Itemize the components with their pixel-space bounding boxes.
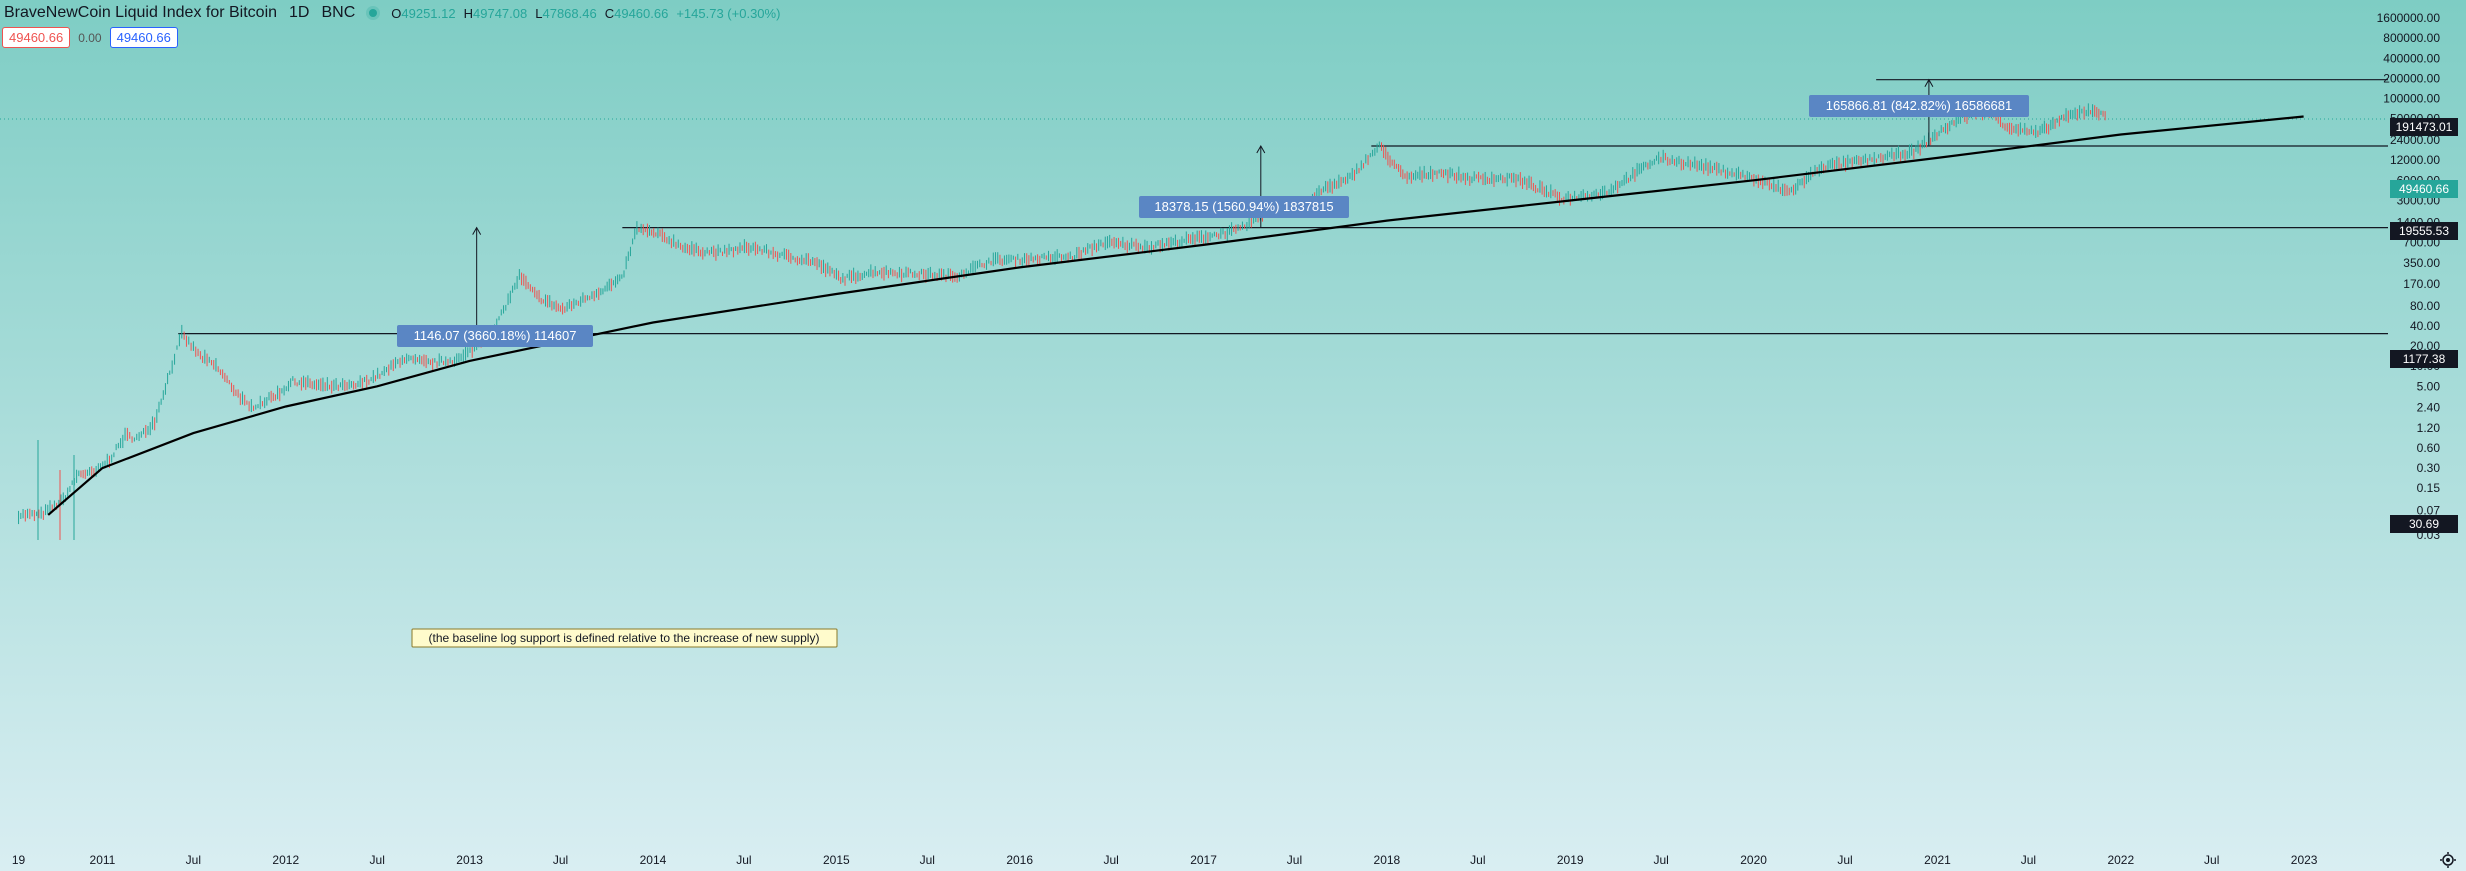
measure-arrowhead-1 (472, 226, 482, 235)
price-scale-label: 100000.00 (2383, 92, 2440, 106)
time-scale-label: 2021 (1924, 853, 1951, 867)
time-scale-label: Jul (1103, 853, 1118, 867)
measure-label-3[interactable]: 165866.81 (842.82%) 16586681 (1809, 95, 2029, 117)
note-label[interactable]: (the baseline log support is defined rel… (411, 628, 838, 648)
price-scale-label: 170.00 (2403, 277, 2440, 291)
price-tag-1177: 1177.38 (2390, 350, 2458, 368)
price-scale-label: 40.00 (2410, 319, 2440, 333)
gear-icon[interactable] (2440, 852, 2456, 868)
open-value: 49251.12 (401, 5, 456, 21)
close-value: 49460.66 (614, 5, 669, 21)
high-label: H (463, 5, 474, 21)
time-scale-label: Jul (370, 853, 385, 867)
price-tag-last: 49460.66 (2390, 180, 2458, 198)
high-value: 49747.08 (473, 5, 528, 21)
close-label: C (604, 5, 615, 21)
price-tag-1177-text: 1177.38 (2403, 352, 2446, 366)
price-tag-191473-text: 191473.01 (2396, 120, 2453, 134)
buy-button[interactable]: 49460.66 (109, 27, 178, 48)
time-scale-label: Jul (1837, 853, 1852, 867)
spread-value: 0.00 (78, 30, 102, 45)
time-scale-label: Jul (1653, 853, 1668, 867)
price-scale-label: 1.20 (2417, 421, 2441, 435)
time-scale-label: Jul (1287, 853, 1302, 867)
open-label: O (391, 5, 402, 21)
time-scale-label: 2020 (1740, 853, 1767, 867)
note-label-text: (the baseline log support is defined rel… (429, 631, 820, 645)
time-scale-label: 2013 (456, 853, 483, 867)
price-tag-last-text: 49460.66 (2399, 182, 2449, 196)
sell-button[interactable]: 49460.66 (2, 27, 71, 48)
measure-label-1[interactable]: 1146.07 (3660.18%) 114607 (397, 325, 593, 347)
time-scale-label: 2015 (823, 853, 850, 867)
time-scale-label: Jul (2204, 853, 2219, 867)
low-label: L (535, 5, 543, 21)
price-scale-label: 5.00 (2417, 379, 2441, 393)
time-scale-label: 2019 (1557, 853, 1584, 867)
measure-arrowhead-2 (1256, 144, 1266, 154)
low-value: 47868.46 (542, 5, 597, 21)
price-scale-label: 0.60 (2417, 441, 2441, 455)
time-scale-label: Jul (736, 853, 751, 867)
time-scale-label: 2023 (2291, 853, 2318, 867)
price-tag-19555: 19555.53 (2390, 222, 2458, 240)
measure-label-1-text: 1146.07 (3660.18%) 114607 (414, 328, 577, 343)
price-scale-label: 20.00 (2410, 339, 2440, 353)
time-scale-label: 2012 (272, 853, 299, 867)
price-tag-30: 30.69 (2390, 515, 2458, 533)
price-scale-label: 0.30 (2417, 461, 2441, 475)
change-value: +145.73 (+0.30%) (676, 5, 781, 21)
interval-label[interactable]: 1D (289, 4, 310, 21)
price-scale-label: 0.15 (2417, 481, 2441, 495)
time-scale-label: 2011 (90, 853, 116, 867)
price-tag-30-text: 30.69 (2409, 517, 2439, 531)
time-scale-label: Jul (1470, 853, 1485, 867)
measure-arrowhead-3 (1924, 78, 1934, 87)
price-tag-191473: 191473.01 (2390, 118, 2458, 136)
time-scale-label: Jul (186, 853, 201, 867)
time-scale-label: Jul (553, 853, 568, 867)
ohlc-values: O49251.12 H49747.08 L47868.46 C49460.66 … (391, 6, 780, 21)
price-scale-label: 350.00 (2403, 256, 2440, 270)
time-scale-label: 19 (12, 853, 26, 867)
price-scale-label: 24000.00 (2390, 133, 2440, 147)
price-scale-label: 80.00 (2410, 299, 2440, 313)
trade-badges: 49460.66 0.00 49460.66 (2, 27, 178, 48)
time-scale-label: Jul (920, 853, 935, 867)
measure-label-3-text: 165866.81 (842.82%) 16586681 (1826, 98, 2013, 113)
support-curve[interactable] (47, 115, 2304, 516)
time-scale-label: 2018 (1374, 853, 1401, 867)
price-scale-label: 200000.00 (2383, 71, 2440, 85)
price-scale-label: 800000.00 (2383, 31, 2440, 45)
price-scale-label: 1600000.00 (2377, 11, 2441, 25)
time-scale-label: 2022 (2107, 853, 2134, 867)
time-scale-label: 2016 (1006, 853, 1033, 867)
time-scale-label: 2017 (1190, 853, 1217, 867)
time-scale-label: Jul (2021, 853, 2036, 867)
market-status-icon (369, 9, 378, 17)
measure-label-2[interactable]: 18378.15 (1560.94%) 1837815 (1139, 196, 1349, 218)
time-scale-label: 2014 (640, 853, 667, 867)
chart-header: BraveNewCoin Liquid Index for Bitcoin 1D… (4, 3, 780, 23)
price-scale-label: 2.40 (2417, 401, 2441, 415)
symbol-title[interactable]: BraveNewCoin Liquid Index for Bitcoin (4, 4, 278, 21)
exchange-label: BNC (321, 4, 356, 21)
price-scale-label: 12000.00 (2390, 153, 2440, 167)
measure-label-2-text: 18378.15 (1560.94%) 1837815 (1154, 199, 1333, 214)
price-scale-label: 400000.00 (2383, 51, 2440, 65)
price-scale-label: 0.07 (2417, 503, 2441, 517)
price-tag-19555-text: 19555.53 (2399, 224, 2449, 238)
